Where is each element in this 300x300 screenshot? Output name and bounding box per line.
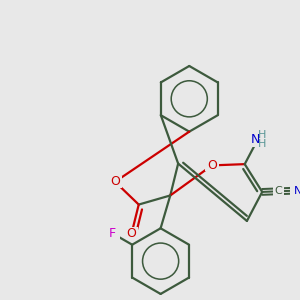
Text: O: O [110, 175, 120, 188]
Text: O: O [207, 159, 217, 172]
Bar [125, 227, 138, 239]
Text: H: H [257, 139, 266, 149]
Text: F: F [109, 227, 116, 240]
Text: C: C [275, 186, 283, 196]
Text: N: N [294, 185, 300, 196]
Text: N: N [251, 133, 260, 146]
Bar [205, 160, 219, 171]
Text: H: H [257, 130, 266, 140]
Bar [105, 226, 120, 240]
Bar [273, 185, 284, 197]
Text: O: O [127, 227, 136, 240]
Bar [244, 132, 271, 147]
Bar [292, 185, 300, 196]
Bar [108, 176, 122, 188]
